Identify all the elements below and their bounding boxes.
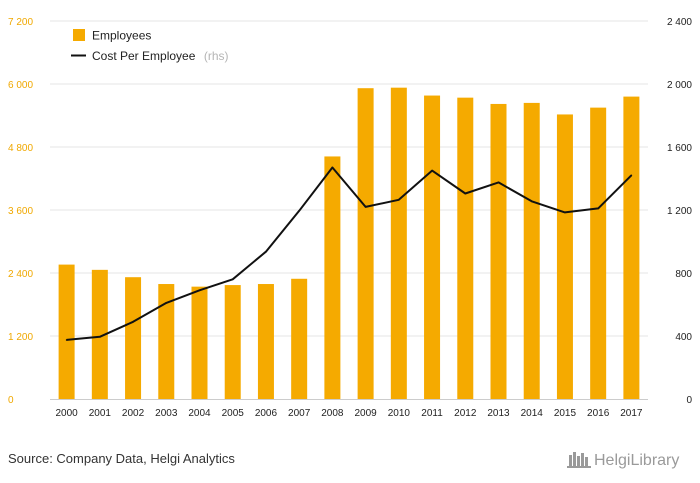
employees-bar — [523, 102, 540, 400]
cost-per-employee-point — [364, 206, 367, 208]
x-tick-label: 2001 — [89, 408, 112, 419]
x-tick-label: 2013 — [487, 408, 510, 419]
cost-per-employee-point — [231, 278, 234, 281]
employees-bar — [91, 269, 108, 399]
employees-bar — [490, 103, 507, 399]
y-right-tick-label: 2 000 — [667, 80, 692, 91]
y-left-tick-label: 3 600 — [8, 206, 33, 217]
bar-layer — [58, 87, 640, 400]
line-layer — [65, 166, 633, 341]
cost-per-employee-point — [431, 169, 433, 172]
x-tick-label: 2009 — [354, 408, 377, 419]
x-tick-label: 2008 — [321, 408, 344, 419]
legend-bar-swatch — [73, 29, 85, 41]
y-right-tick-label: 0 — [686, 395, 692, 406]
employees-bar — [291, 278, 308, 399]
x-tick-label: 2012 — [454, 408, 477, 419]
x-tick-label: 2004 — [188, 408, 211, 419]
x-tick-label: 2015 — [554, 408, 577, 419]
y-right-tick-label: 2 400 — [667, 17, 692, 28]
employees-bar — [324, 156, 341, 399]
x-tick-label: 2017 — [620, 408, 643, 419]
x-tick-label: 2010 — [388, 408, 411, 419]
legend-rhs-note: (rhs) — [204, 49, 229, 63]
employees-bar — [58, 264, 75, 399]
employees-bar — [357, 88, 374, 399]
cost-per-employee-point — [198, 289, 201, 292]
x-tick-label: 2002 — [122, 408, 145, 419]
grid-layer — [50, 20, 648, 400]
cost-per-employee-point — [165, 302, 168, 304]
employees-bar — [224, 285, 241, 399]
y-left-tick-label: 4 800 — [8, 143, 33, 154]
library-icon — [567, 452, 591, 468]
cost-per-employee-line — [66, 166, 633, 341]
y-left-tick-label: 6 000 — [8, 80, 33, 91]
employees-bar — [257, 284, 274, 399]
brand-logo: HelgiLibrary — [567, 452, 679, 469]
legend-cost-text: Cost Per Employee — [92, 49, 196, 63]
cost-per-employee-point — [99, 335, 101, 338]
y-right-tick-label: 1 600 — [667, 143, 692, 154]
cost-per-employee-point — [630, 174, 633, 177]
x-tick-label: 2006 — [255, 408, 278, 419]
cost-per-employee-point — [497, 181, 500, 184]
legend-cost-label: Cost Per Employee (rhs) — [92, 47, 229, 64]
employees-bar — [424, 95, 441, 400]
employees-bar — [556, 114, 573, 399]
x-tick-label: 2011 — [421, 408, 443, 419]
employees-bar — [457, 97, 474, 400]
cost-per-employee-point — [132, 321, 134, 323]
employees-bar — [191, 286, 208, 399]
source-note: Source: Company Data, Helgi Analytics — [8, 451, 235, 466]
brand-name: HelgiLibrary — [594, 452, 679, 469]
y-left-tick-label: 1 200 — [8, 332, 33, 343]
y-left-tick-label: 0 — [8, 395, 14, 406]
employees-bar — [590, 107, 607, 399]
x-tick-label: 2005 — [222, 408, 245, 419]
cost-per-employee-point — [298, 209, 300, 212]
y-left-tick-label: 7 200 — [8, 17, 33, 28]
y-right-tick-label: 800 — [675, 269, 692, 280]
employees-bar — [125, 277, 142, 399]
x-tick-label: 2014 — [521, 408, 544, 419]
cost-per-employee-point — [265, 250, 267, 253]
legend: Employees Cost Per Employee (rhs) — [71, 29, 229, 64]
y-right-tick-label: 400 — [675, 332, 692, 343]
cost-per-employee-point — [65, 339, 68, 341]
legend-employees-label: Employees — [92, 29, 151, 43]
cost-per-employee-point — [530, 200, 533, 203]
cost-per-employee-point — [398, 198, 400, 201]
employees-bar — [390, 87, 407, 400]
x-tick-label: 2016 — [587, 408, 610, 419]
axis-layer: 0 1 200 2 400 3 600 4 800 6 000 7 200 0 400 800 1 … — [8, 17, 692, 419]
footer: Source: Company Data, Helgi Analytics He… — [8, 451, 679, 469]
x-tick-label: 2000 — [55, 408, 78, 419]
x-tick-label: 2003 — [155, 408, 178, 419]
x-tick-label: 2007 — [288, 408, 311, 419]
employees-bar — [158, 284, 175, 399]
cost-per-employee-point — [564, 211, 566, 214]
y-right-tick-label: 1 200 — [667, 206, 692, 217]
cost-per-employee-point — [597, 207, 599, 210]
employees-bar — [623, 96, 640, 399]
cost-per-employee-point — [331, 166, 334, 169]
cost-per-employee-point — [464, 192, 467, 195]
y-left-tick-label: 2 400 — [8, 269, 33, 280]
